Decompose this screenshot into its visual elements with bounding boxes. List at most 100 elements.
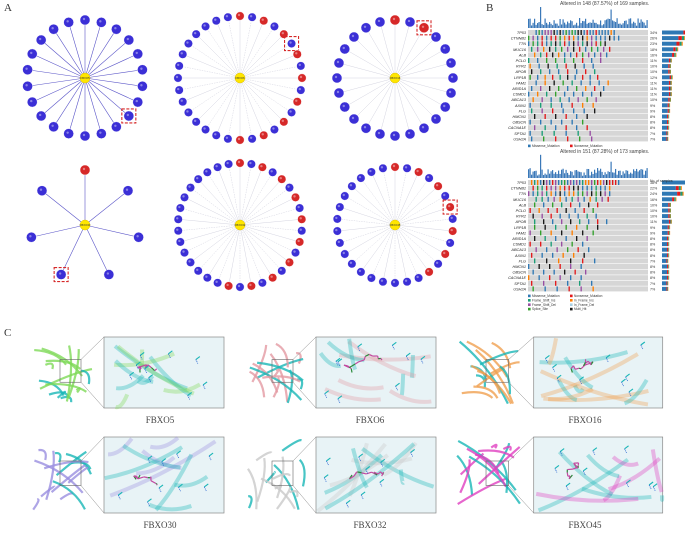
tmb-bar <box>601 25 603 28</box>
percent-label: 8% <box>650 237 656 241</box>
residue-stick <box>337 358 343 363</box>
tmb-bar <box>579 18 581 28</box>
percent-label: 10% <box>650 70 658 74</box>
network-node <box>96 17 107 28</box>
sample-bar <box>668 103 670 108</box>
network-edge <box>84 29 117 79</box>
mutation-cell <box>603 86 605 91</box>
network-node <box>191 29 201 39</box>
network-fbxo6: FBXO6 <box>173 11 307 145</box>
node-highlight <box>51 27 54 30</box>
node-highlight <box>38 37 42 41</box>
network-node <box>178 49 188 59</box>
node-highlight <box>205 170 208 173</box>
network-edge <box>239 65 301 79</box>
network-node <box>279 117 289 127</box>
sample-bar <box>668 58 671 63</box>
mutation-cell <box>570 264 572 269</box>
mutation-cell <box>583 63 585 69</box>
residue-stick <box>144 365 150 370</box>
tmb-bar <box>612 20 614 28</box>
network-edge <box>353 77 396 120</box>
mutation-cell <box>529 208 531 213</box>
node-highlight <box>176 63 180 67</box>
mutation-cell <box>594 180 596 185</box>
network-node <box>445 57 457 69</box>
network-node <box>332 214 342 224</box>
ligand-bond <box>133 475 139 480</box>
legend-swatch <box>570 307 573 311</box>
tmb-bar <box>588 22 590 28</box>
zoom-line <box>508 436 534 462</box>
network-edge <box>394 77 437 120</box>
tmb-bar <box>594 169 596 178</box>
mutation-cell <box>573 191 575 197</box>
mutation-cell <box>583 108 585 114</box>
mutation-cell <box>561 202 563 208</box>
sample-bar <box>662 281 667 286</box>
mutation-cell <box>597 46 599 52</box>
inset-ribbon <box>650 449 664 493</box>
inset-ribbon <box>623 378 649 406</box>
node-highlight <box>342 193 345 197</box>
gene-label: FAM1 <box>516 81 526 85</box>
residue-stick <box>326 457 331 462</box>
network-fbxo30: FBXO30 <box>26 164 144 283</box>
network-edge <box>198 179 241 226</box>
hbond <box>365 469 369 474</box>
mutation-cell <box>559 191 561 197</box>
node-highlight <box>193 119 197 123</box>
gene-label: AXIN1 <box>514 254 526 258</box>
zoom-line <box>508 336 534 360</box>
tmb-bar <box>556 23 558 28</box>
ligand-bond <box>365 353 370 357</box>
mutation-cell <box>604 30 606 35</box>
tmb-bar <box>636 168 638 178</box>
network-edge <box>182 54 241 79</box>
ligand-bond <box>357 471 362 474</box>
network-edge <box>184 224 241 253</box>
mutation-cell <box>594 52 596 58</box>
node-highlight <box>99 20 102 23</box>
inset-ribbon <box>326 340 365 363</box>
ligand-bond <box>349 475 355 480</box>
mutation-cell <box>537 58 539 63</box>
network-node <box>180 248 189 258</box>
mutation-cell <box>540 69 542 75</box>
mutation-cell <box>582 58 584 63</box>
mutation-cell <box>579 136 581 142</box>
tmb-bar <box>624 173 626 178</box>
protein-ribbon <box>249 366 303 401</box>
oncoprint-row-bg <box>528 86 648 91</box>
selection-box <box>59 460 82 486</box>
tmb-bar <box>559 173 561 178</box>
oncoprint-top-title: Altered in 148 (87.57%) of 169 samples. <box>560 1 650 7</box>
network-node <box>123 34 135 46</box>
tmb-bar <box>636 25 638 28</box>
gene-label: ALB <box>518 53 527 57</box>
oncoprint-row-bg <box>528 208 648 213</box>
tmb-bar <box>537 23 539 28</box>
sample-bar <box>671 75 673 80</box>
tmb-bar <box>528 18 530 28</box>
mutation-cell <box>540 102 542 108</box>
percent-label: 11% <box>650 59 658 63</box>
node-highlight <box>180 99 183 102</box>
network-fbxo45: FBXO45 <box>332 162 458 288</box>
protein-ribbon <box>67 349 80 400</box>
gene-label: ABCA13 <box>510 98 526 102</box>
inset-ribbon <box>136 455 176 476</box>
tmb-bar <box>546 174 548 178</box>
tmb-bar <box>543 25 545 28</box>
residue-stick <box>545 355 550 359</box>
residue-stick <box>559 448 565 453</box>
sample-bar <box>668 242 669 247</box>
tmb-bar <box>603 24 605 28</box>
node-highlight <box>140 84 143 87</box>
tmb-bar <box>567 172 569 178</box>
tmb-bar <box>637 171 639 178</box>
inset-ribbon <box>573 384 585 394</box>
node-highlight <box>272 127 275 130</box>
mutation-cell <box>541 41 543 47</box>
hbond <box>554 468 558 473</box>
